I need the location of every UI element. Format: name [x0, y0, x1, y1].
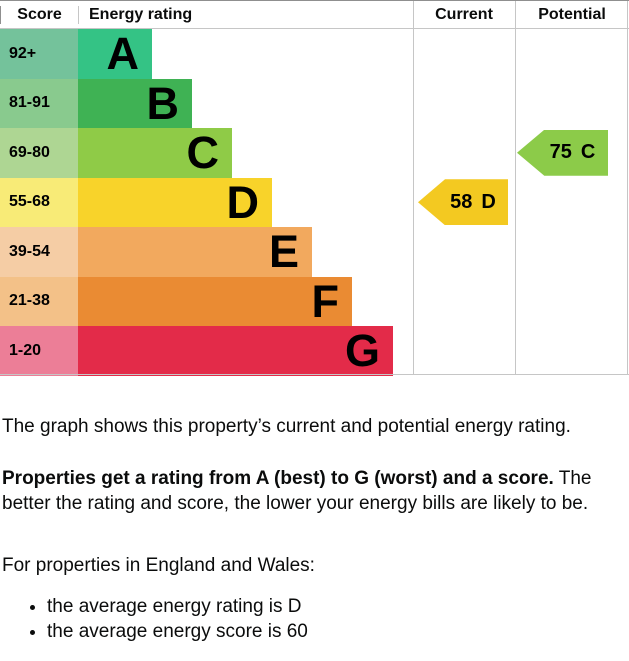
band-score-label: 39-54 — [0, 227, 78, 277]
band-bar-b: B — [78, 77, 192, 129]
band-letter: F — [311, 275, 340, 327]
band-score-label: 92+ — [0, 29, 78, 79]
column-header-potential: Potential — [538, 5, 606, 23]
epc-chart: Score Energy rating Current Potential 92… — [0, 0, 629, 376]
band-row-f: 21-38 F — [0, 275, 629, 327]
band-bar-e: E — [78, 227, 312, 277]
potential-rating-letter: C — [580, 141, 596, 164]
chart-bottom-border — [0, 374, 629, 375]
band-letter: A — [106, 28, 140, 80]
epc-rating-page: Score Energy rating Current Potential 92… — [0, 0, 629, 644]
band-row-g: 1-20 G — [0, 326, 629, 376]
band-row-e: 39-54 E — [0, 227, 629, 277]
band-letter: C — [186, 127, 220, 179]
band-score-label: 55-68 — [0, 177, 78, 227]
chart-header-row: Score Energy rating Current Potential — [0, 1, 629, 29]
band-row-d: 55-68 D — [0, 176, 629, 228]
chart-caption: The graph shows this property’s current … — [2, 416, 571, 437]
average-score-item: the average energy score is 60 — [47, 619, 627, 644]
band-row-a: 92+ A — [0, 29, 629, 79]
rating-explanation: Properties get a rating from A (best) to… — [2, 466, 602, 516]
band-bar-g: G — [78, 326, 393, 376]
band-score-label: 1-20 — [0, 326, 78, 376]
band-letter: B — [146, 77, 180, 129]
epc-chart-rows: 92+ A 81-91 B 69-80 C 55-68 D 39-54 E 21-38 F 1-20 G — [0, 29, 629, 376]
band-letter: D — [226, 176, 260, 228]
column-header-energy-rating: Energy rating — [78, 5, 413, 24]
band-score-label: 21-38 — [0, 276, 78, 326]
band-letter: G — [344, 325, 380, 377]
band-bar-d: D — [78, 176, 272, 228]
band-bar-f: F — [78, 275, 352, 327]
band-row-b: 81-91 B — [0, 77, 629, 129]
rating-explanation-rest: The better the rating and score, the low… — [2, 468, 592, 514]
column-header-score: Score — [0, 5, 78, 24]
chart-description: The graph shows this property’s current … — [0, 414, 629, 644]
region-note: For properties in England and Wales: — [2, 555, 315, 576]
grid-line-current — [413, 1, 414, 375]
average-rating-item: the average energy rating is D — [47, 594, 627, 619]
band-bar-c: C — [78, 128, 232, 178]
current-rating-letter: D — [481, 190, 496, 213]
band-letter: E — [268, 226, 299, 278]
potential-rating-score: 75 — [549, 141, 572, 164]
grid-line-potential — [515, 1, 516, 375]
band-row-c: 69-80 C — [0, 128, 629, 178]
grid-line-right — [627, 1, 628, 375]
band-bar-a: A — [78, 29, 152, 79]
band-score-label: 81-91 — [0, 78, 78, 128]
current-rating-label: 58 D — [450, 191, 496, 214]
current-rating-score: 58 — [450, 190, 473, 213]
column-header-current: Current — [435, 5, 493, 23]
potential-rating-label: 75 C — [550, 141, 596, 164]
rating-explanation-bold: Properties get a rating from A (best) to… — [2, 468, 554, 489]
band-score-label: 69-80 — [0, 128, 78, 178]
average-stats-list: the average energy rating is D the avera… — [2, 594, 627, 644]
